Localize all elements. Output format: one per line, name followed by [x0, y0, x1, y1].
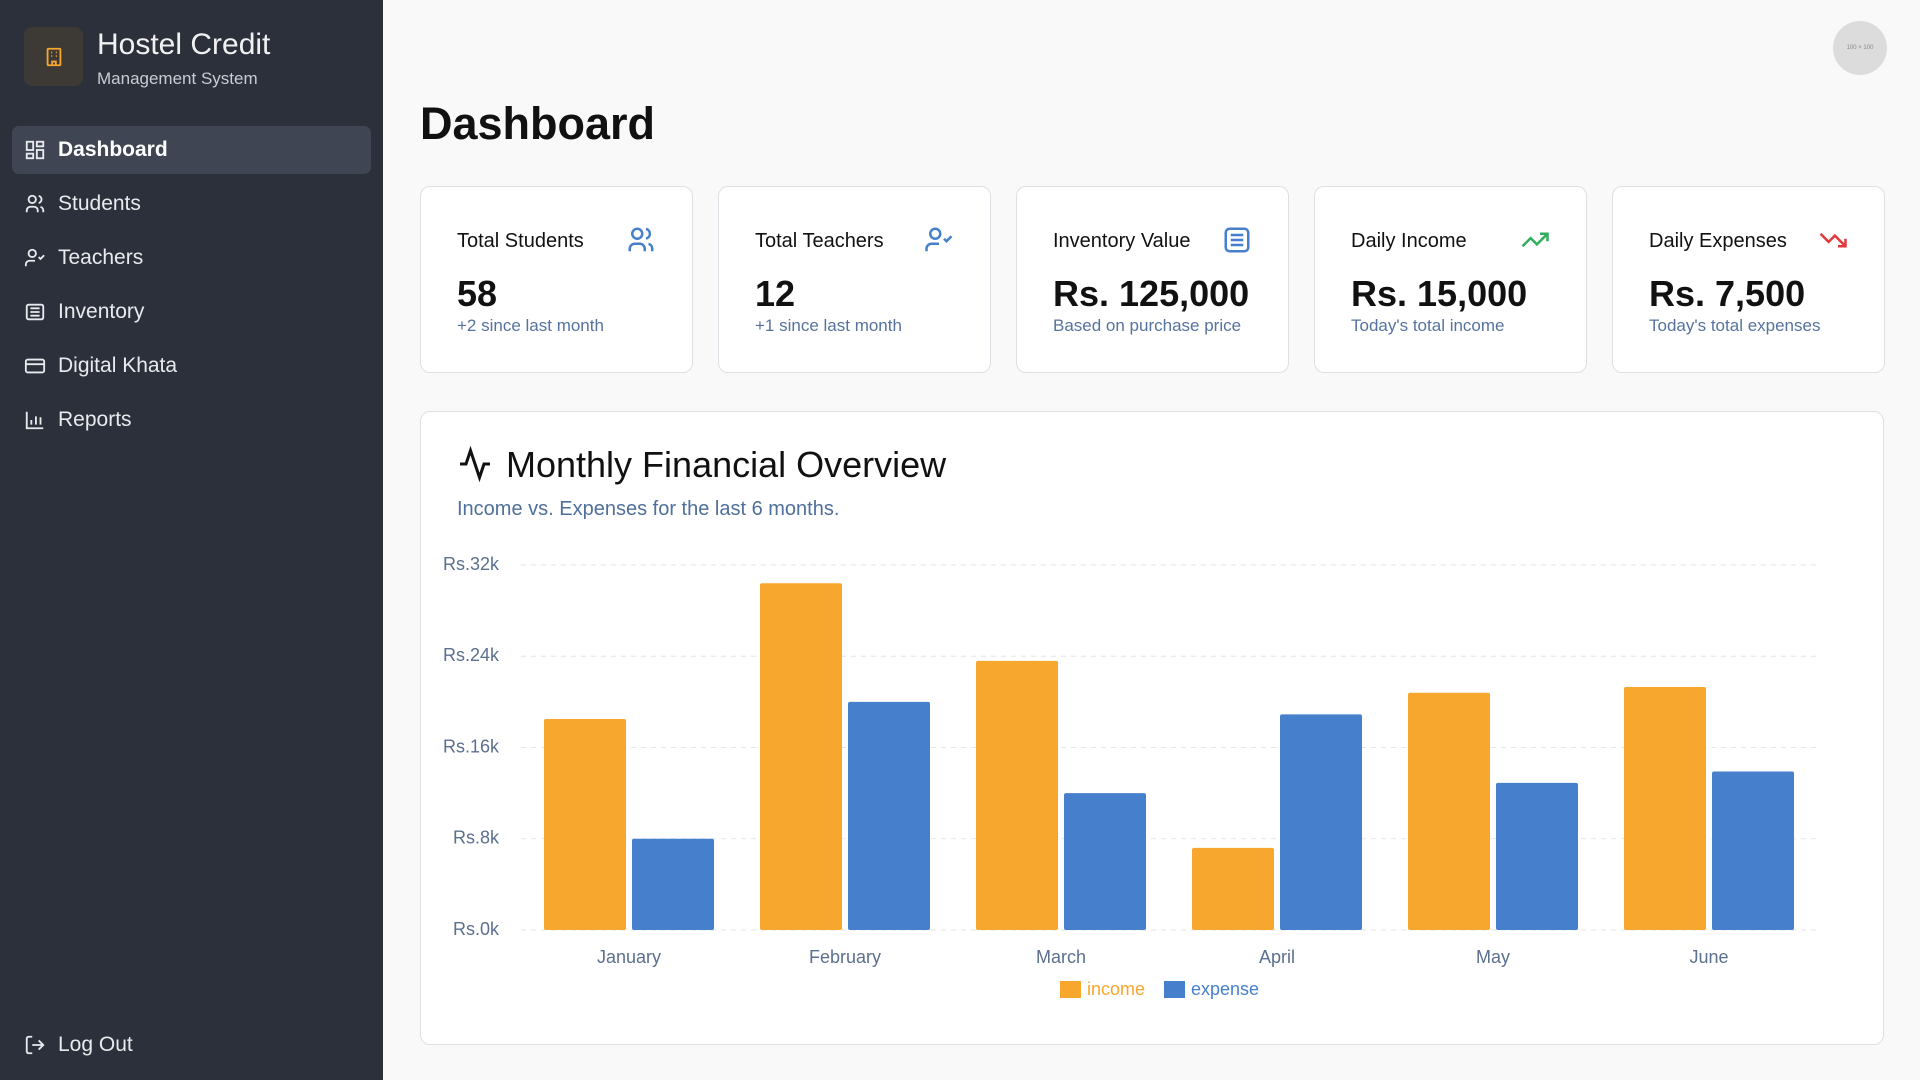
bar [1192, 847, 1274, 930]
stat-value: Rs. 125,000 [1053, 273, 1250, 314]
legend-swatch [1060, 981, 1081, 998]
stat-card: Daily Expenses Rs. 7,500 Today's total exp… [1612, 186, 1885, 373]
stat-title: Total Students [457, 230, 584, 252]
y-tick-label: Rs.8k [453, 828, 500, 848]
nav-item[interactable]: Reports [12, 396, 371, 444]
chart-icon [460, 446, 490, 482]
nav-item[interactable]: Digital Khata [12, 342, 371, 390]
stat-value: 58 [457, 273, 498, 314]
stat-value: Rs. 7,500 [1649, 273, 1806, 314]
chart: Rs.0k Rs.8k Rs.16k Rs.24k Rs.32k January Febru… [443, 554, 1817, 999]
legend-label: expense [1191, 979, 1259, 999]
nav-item[interactable]: Inventory [12, 288, 371, 336]
bar [1408, 692, 1490, 930]
chart-title: Monthly Financial Overview [506, 444, 947, 485]
stat-note: Based on purchase price [1053, 316, 1242, 335]
nav-label: Inventory [58, 300, 145, 323]
chart-subtitle: Income vs. Expenses for the last 6 month… [457, 498, 840, 520]
stat-card: Total Teachers 12 +1 since last month [718, 186, 991, 373]
nav-item[interactable]: Students [12, 180, 371, 228]
stat-value: 12 [755, 273, 796, 314]
logout-label: Log Out [58, 1033, 133, 1056]
x-tick-label: January [597, 947, 661, 967]
chart-card: Monthly Financial Overview Income vs. Ex… [420, 411, 1884, 1045]
nav-item[interactable]: Teachers [12, 234, 371, 282]
bar [1624, 687, 1706, 930]
nav-label: Students [58, 192, 141, 215]
bar [976, 660, 1058, 930]
x-tick-label: May [1476, 947, 1510, 967]
bar [1712, 771, 1794, 930]
bar [760, 583, 842, 930]
legend-label: income [1087, 979, 1145, 999]
nav-item[interactable]: Dashboard [12, 126, 371, 174]
x-tick-label: March [1036, 947, 1086, 967]
nav-label: Reports [58, 408, 132, 431]
stat-title: Inventory Value [1053, 230, 1191, 252]
main: 100 × 100 Dashboard Total Students 58 +2 s… [383, 0, 1920, 1080]
x-tick-label: April [1259, 947, 1295, 967]
y-tick-label: Rs.24k [443, 645, 500, 665]
bar [1064, 793, 1146, 930]
stat-card: Daily Income Rs. 15,000 Today's total inco… [1314, 186, 1587, 373]
y-tick-label: Rs.0k [453, 919, 500, 939]
stat-note: Today's total income [1351, 316, 1505, 335]
nav-label: Digital Khata [58, 354, 178, 377]
stat-note: +2 since last month [457, 316, 604, 335]
stat-note: +1 since last month [755, 316, 902, 335]
y-tick-label: Rs.32k [443, 554, 500, 574]
stat-note: Today's total expenses [1649, 316, 1821, 335]
logo [24, 27, 83, 86]
bar [848, 701, 930, 930]
brand-title: Hostel Credit [97, 28, 271, 61]
y-tick-label: Rs.16k [443, 736, 500, 756]
stat-title: Daily Income [1351, 230, 1467, 252]
stat-value: Rs. 15,000 [1351, 273, 1528, 314]
sidebar: Hostel Credit Management System Dashboar… [0, 0, 383, 1080]
avatar[interactable]: 100 × 100 [1833, 21, 1887, 75]
stat-title: Daily Expenses [1649, 230, 1787, 252]
x-tick-label: June [1689, 947, 1728, 967]
page-title: Dashboard [420, 98, 656, 149]
bar [544, 718, 626, 930]
nav-label: Teachers [58, 246, 144, 269]
logout[interactable]: Log Out [12, 1021, 371, 1069]
nav-label: Dashboard [58, 138, 168, 161]
bar [632, 838, 714, 930]
x-tick-label: February [809, 947, 881, 967]
bar [1496, 782, 1578, 930]
stat-card: Inventory Value Rs. 125,000 Based on purch… [1016, 186, 1289, 373]
stat-card: Total Students 58 +2 since last month [420, 186, 693, 373]
stat-title: Total Teachers [755, 230, 884, 252]
legend-swatch [1164, 981, 1185, 998]
bar [1280, 714, 1362, 930]
brand-subtitle: Management System [97, 69, 258, 88]
